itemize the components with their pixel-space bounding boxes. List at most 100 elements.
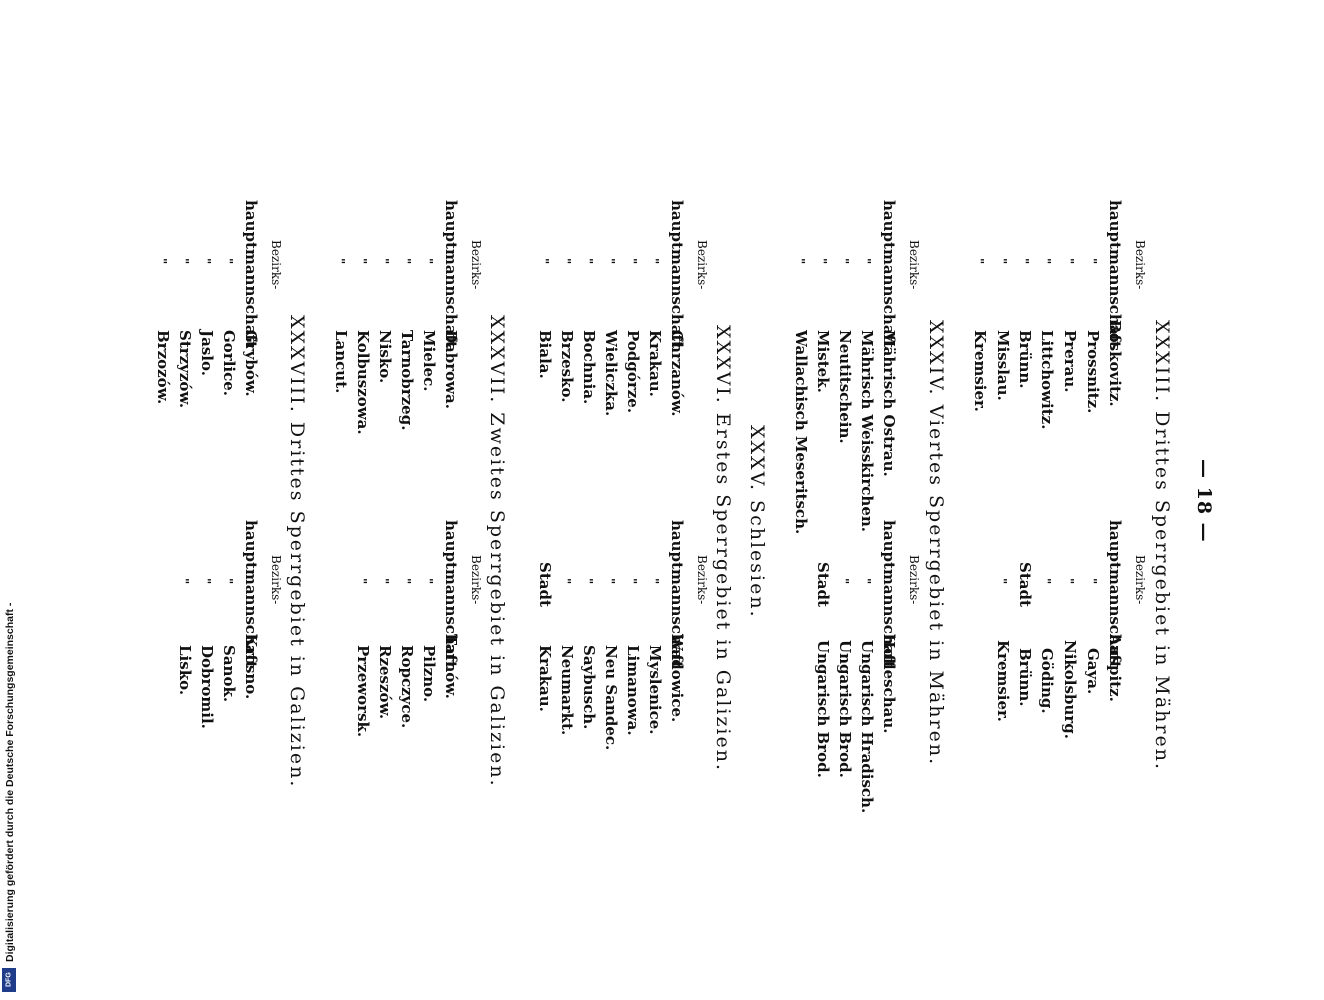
stadt-label: Stadt [536, 562, 554, 607]
bezirks-label: Bezirks- [695, 240, 709, 290]
section-heading: XXXVII. Zweites Sperrgebiet in Galizien. [486, 315, 508, 788]
ditto-mark: " [199, 258, 213, 265]
district-entry: Prerau. [1061, 330, 1079, 393]
district-entry: Brünn. [1016, 648, 1034, 707]
section-heading: XXXIII. Drittes Sperrgebiet in Mähren. [1151, 320, 1173, 771]
ditto-mark: " [177, 258, 191, 265]
district-entry: Nisko. [376, 330, 394, 384]
district-entry: Limanowa. [624, 645, 642, 736]
district-entry: Prossnitz. [1084, 330, 1102, 414]
district-entry: Tarnobrzeg. [398, 330, 416, 431]
bezirks-label: Bezirks- [469, 555, 483, 605]
hauptmannschaft-label: hauptmannschaft [242, 200, 260, 348]
ditto-mark: " [603, 578, 617, 585]
ditto-mark: " [647, 578, 661, 585]
ditto-mark: " [559, 258, 573, 265]
district-entry: Krakau. [536, 645, 554, 712]
district-entry: Kolbuszowa. [354, 330, 372, 435]
district-entry: Gaya. [1084, 648, 1102, 695]
ditto-mark: " [581, 258, 595, 265]
ditto-mark: " [1017, 258, 1031, 265]
ditto-mark: " [1085, 578, 1099, 585]
ditto-mark: " [355, 258, 369, 265]
ditto-mark: " [559, 578, 573, 585]
bezirks-label: Bezirks- [469, 240, 483, 290]
district-entry: Ropczyce. [398, 645, 416, 729]
ditto-mark: " [377, 258, 391, 265]
district-entry: Krakau. [646, 330, 664, 397]
ditto-mark: " [537, 258, 551, 265]
ditto-mark: " [837, 258, 851, 265]
district-entry: Podgórze. [624, 330, 642, 414]
bezirks-label: Bezirks- [269, 240, 283, 290]
district-entry: Chrzanów. [668, 330, 686, 417]
district-entry: Myslenice. [646, 645, 664, 735]
ditto-mark: " [625, 578, 639, 585]
bezirks-label: Bezirks- [1133, 555, 1147, 605]
district-entry: Pilzno. [420, 645, 438, 703]
page-number: — 18 — [1193, 459, 1215, 543]
district-entry: Krosno. [242, 634, 260, 700]
district-entry: Strzyzów. [176, 330, 194, 409]
ditto-mark: " [399, 258, 413, 265]
ditto-mark: " [603, 258, 617, 265]
district-entry: Misslau. [994, 330, 1012, 401]
district-entry: Mährisch Weisskirchen. [858, 330, 876, 532]
district-entry: Brzozów. [154, 330, 172, 405]
section-heading: XXXVI. Erstes Sperrgebiet in Galizien. [712, 325, 734, 773]
district-entry: Mährisch Ostrau. [880, 330, 898, 477]
bezirks-label: Bezirks- [907, 555, 921, 605]
ditto-mark: " [793, 258, 807, 265]
district-entry: Gorlice. [220, 330, 238, 397]
district-entry: Biala. [536, 330, 554, 379]
ditto-mark: " [1039, 258, 1053, 265]
district-entry: Dobromil. [198, 645, 216, 729]
district-entry: Neumarkt. [558, 645, 576, 736]
ditto-mark: " [815, 258, 829, 265]
ditto-mark: " [581, 578, 595, 585]
bezirks-label: Bezirks- [695, 555, 709, 605]
district-entry: Neu Sandec. [602, 645, 620, 751]
district-entry: Przeworsk. [354, 645, 372, 738]
ditto-mark: " [421, 258, 435, 265]
bezirks-label: Bezirks- [1133, 240, 1147, 290]
district-entry: Ungarisch Brod. [814, 640, 832, 778]
section-heading: XXXV. Schlesien. [746, 425, 768, 619]
hauptmannschaft-label: hauptmannschaft [880, 200, 898, 348]
ditto-mark: " [377, 578, 391, 585]
ditto-mark: " [399, 578, 413, 585]
ditto-mark: " [995, 578, 1009, 585]
district-entry: Lancut. [332, 330, 350, 394]
ditto-mark: " [647, 258, 661, 265]
district-entry: Nikolsburg. [1061, 640, 1079, 739]
district-entry: Holleschau. [880, 634, 898, 734]
district-entry: Mistek. [814, 330, 832, 393]
district-entry: Mielec. [420, 330, 438, 392]
district-entry: Grybów. [242, 330, 260, 397]
district-entry: Jaslo. [198, 330, 216, 376]
hauptmannschaft-label: hauptmannschaft [442, 200, 460, 348]
ditto-mark: " [221, 578, 235, 585]
ditto-mark: " [995, 258, 1009, 265]
stadt-label: Stadt [1016, 562, 1034, 607]
district-entry: Brzesko. [558, 330, 576, 403]
ditto-mark: " [155, 258, 169, 265]
ditto-mark: " [1039, 578, 1053, 585]
dfg-logo: DFG [2, 968, 16, 992]
district-entry: Ungarisch Brod. [836, 640, 854, 778]
district-entry: Kremsier. [971, 330, 989, 412]
district-entry: Wallachisch Meseritsch. [792, 330, 810, 535]
ditto-mark: " [177, 578, 191, 585]
district-entry: Boskovitz. [1106, 320, 1124, 407]
ditto-mark: " [972, 258, 986, 265]
ditto-mark: " [837, 578, 851, 585]
bezirks-label: Bezirks- [907, 240, 921, 290]
ditto-mark: " [1062, 578, 1076, 585]
district-entry: Sanok. [220, 645, 238, 703]
district-entry: Neutitschein. [836, 330, 854, 444]
ditto-mark: " [355, 578, 369, 585]
district-entry: Bochnia. [580, 330, 598, 405]
district-entry: Ungarisch Hradisch. [858, 640, 876, 814]
section-heading: XXXIV. Viertes Sperrgebiet in Mähren. [925, 320, 947, 767]
